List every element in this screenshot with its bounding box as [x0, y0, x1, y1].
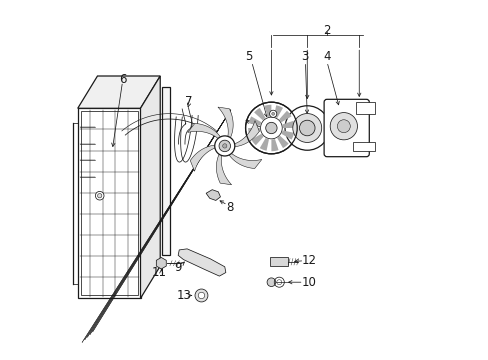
Text: 4: 4 — [323, 50, 330, 63]
Polygon shape — [248, 116, 261, 126]
Circle shape — [95, 192, 104, 200]
Circle shape — [219, 140, 230, 152]
Polygon shape — [247, 128, 260, 135]
Polygon shape — [271, 139, 278, 151]
Polygon shape — [78, 76, 160, 108]
Text: 3: 3 — [300, 50, 307, 63]
Circle shape — [245, 102, 297, 154]
Polygon shape — [273, 105, 283, 118]
Circle shape — [265, 122, 277, 134]
Circle shape — [98, 194, 102, 198]
Circle shape — [337, 120, 349, 133]
Polygon shape — [254, 108, 265, 120]
Bar — [355, 102, 375, 114]
Polygon shape — [227, 152, 261, 168]
Bar — [162, 87, 169, 255]
Text: 12: 12 — [301, 254, 316, 267]
Polygon shape — [190, 145, 218, 171]
Bar — [352, 142, 374, 151]
Text: 2: 2 — [323, 24, 330, 37]
Circle shape — [269, 110, 276, 117]
Polygon shape — [264, 105, 271, 117]
Circle shape — [329, 113, 357, 140]
Polygon shape — [279, 111, 291, 122]
Circle shape — [214, 136, 234, 156]
FancyBboxPatch shape — [324, 99, 368, 157]
Circle shape — [195, 289, 207, 302]
Text: 8: 8 — [226, 201, 233, 214]
Bar — [81, 111, 137, 296]
Text: 1: 1 — [260, 123, 267, 136]
Bar — [269, 257, 287, 266]
Polygon shape — [156, 257, 166, 269]
Bar — [78, 108, 140, 298]
Circle shape — [285, 106, 329, 150]
Text: 5: 5 — [245, 50, 252, 63]
Polygon shape — [216, 151, 231, 185]
Circle shape — [271, 112, 274, 115]
Polygon shape — [281, 130, 293, 140]
Circle shape — [299, 120, 314, 136]
Text: 6: 6 — [119, 73, 126, 86]
Text: 7: 7 — [185, 95, 192, 108]
Text: 11: 11 — [152, 266, 167, 279]
Circle shape — [222, 144, 226, 148]
Polygon shape — [218, 107, 233, 141]
Polygon shape — [206, 190, 220, 201]
Polygon shape — [251, 134, 263, 145]
Polygon shape — [187, 123, 222, 140]
Circle shape — [266, 278, 275, 287]
Circle shape — [292, 113, 321, 143]
Polygon shape — [282, 121, 294, 128]
Text: 9: 9 — [174, 261, 182, 274]
Text: 13: 13 — [177, 289, 191, 302]
Polygon shape — [259, 138, 268, 151]
Text: 10: 10 — [301, 276, 316, 289]
Polygon shape — [140, 76, 160, 298]
Circle shape — [260, 117, 282, 139]
Polygon shape — [178, 249, 225, 276]
Polygon shape — [230, 121, 259, 147]
Circle shape — [198, 292, 204, 299]
Polygon shape — [277, 136, 288, 148]
